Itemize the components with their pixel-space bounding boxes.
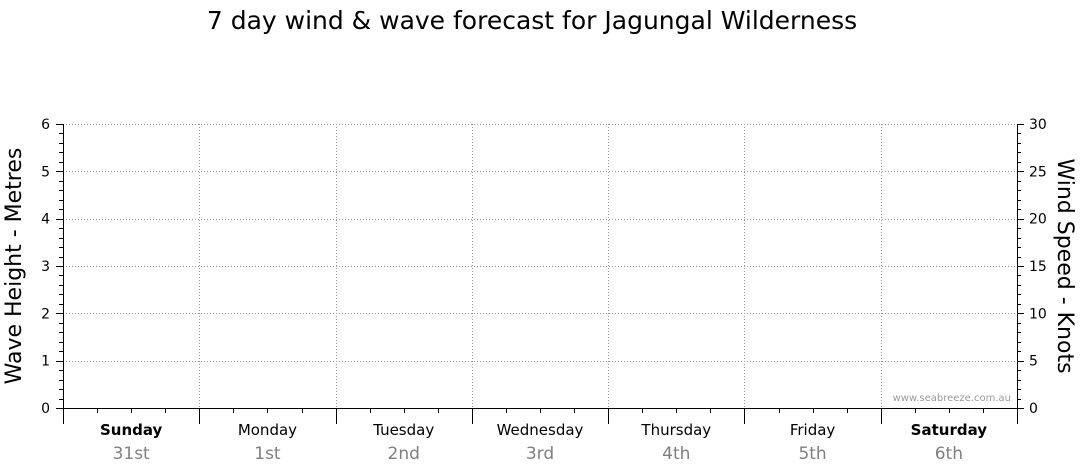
right-axis-title: Wind Speed - Knots	[1052, 158, 1077, 373]
day-name-label: Friday	[790, 421, 836, 439]
axes	[63, 124, 1018, 424]
left-tick-label: 3	[41, 259, 50, 275]
left-tick-label: 6	[41, 117, 50, 133]
right-tick-label: 0	[1029, 401, 1038, 417]
left-tick-label: 0	[41, 401, 50, 417]
right-tick-label: 15	[1029, 259, 1047, 275]
left-tick-label: 5	[41, 164, 50, 180]
right-tick-label: 25	[1029, 164, 1047, 180]
left-tick-label: 2	[41, 306, 50, 322]
day-name-label: Saturday	[911, 421, 988, 439]
day-name-label: Monday	[238, 421, 297, 439]
day-name-label: Sunday	[100, 421, 163, 439]
day-date-label: 2nd	[388, 444, 420, 464]
day-name-label: Thursday	[640, 421, 711, 439]
left-axis-title: Wave Height - Metres	[2, 148, 27, 385]
day-date-label: 5th	[798, 444, 826, 464]
day-date-label: 4th	[662, 444, 690, 464]
right-tick-label: 5	[1029, 354, 1038, 370]
day-date-label: 6th	[935, 444, 963, 464]
right-tick-label: 10	[1029, 306, 1047, 322]
day-date-label: 31st	[113, 444, 150, 464]
right-tick-label: 30	[1029, 117, 1047, 133]
chart-title: 7 day wind & wave forecast for Jagungal …	[207, 6, 857, 35]
left-axis-ticks: 0 1 2 3 4 5 6	[41, 117, 63, 417]
day-labels: Sunday 31st Monday 1st Tuesday 2nd Wednesday 3r…	[100, 421, 987, 464]
watermark: www.seabreeze.com.au	[893, 393, 1011, 404]
day-date-label: 1st	[254, 444, 281, 464]
left-tick-label: 4	[41, 212, 50, 228]
day-name-label: Tuesday	[372, 421, 434, 439]
day-name-label: Wednesday	[497, 421, 584, 439]
day-date-label: 3rd	[526, 444, 554, 464]
grid	[63, 124, 1017, 408]
right-axis-ticks: 0 5 10 15 20 25 30	[1017, 117, 1047, 417]
right-tick-label: 20	[1029, 212, 1047, 228]
left-tick-label: 1	[41, 354, 50, 370]
